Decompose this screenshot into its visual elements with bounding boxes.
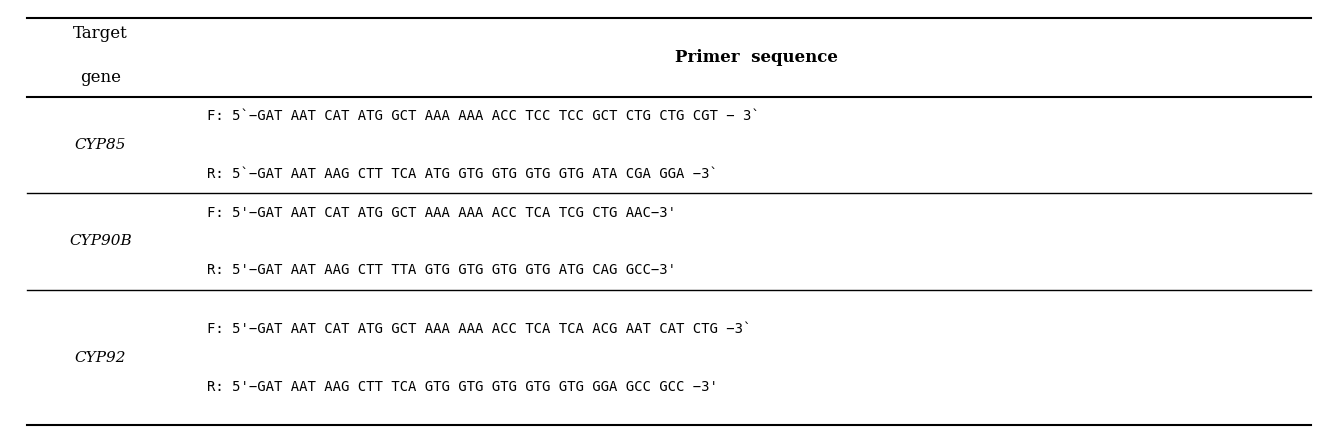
- Text: F: 5`−GAT AAT CAT ATG GCT AAA AAA ACC TCC TCC GCT CTG CTG CGT − 3`: F: 5`−GAT AAT CAT ATG GCT AAA AAA ACC TC…: [207, 109, 760, 123]
- Text: R: 5'−GAT AAT AAG CTT TTA GTG GTG GTG GTG ATG CAG GCC−3': R: 5'−GAT AAT AAG CTT TTA GTG GTG GTG GT…: [207, 263, 677, 277]
- Text: Primer  sequence: Primer sequence: [674, 49, 838, 66]
- Text: CYP85: CYP85: [75, 138, 126, 152]
- Text: F: 5'−GAT AAT CAT ATG GCT AAA AAA ACC TCA TCA ACG AAT CAT CTG −3`: F: 5'−GAT AAT CAT ATG GCT AAA AAA ACC TC…: [207, 322, 752, 336]
- Text: F: 5'−GAT AAT CAT ATG GCT AAA AAA ACC TCA TCG CTG AAC−3': F: 5'−GAT AAT CAT ATG GCT AAA AAA ACC TC…: [207, 206, 677, 220]
- Text: R: 5`−GAT AAT AAG CTT TCA ATG GTG GTG GTG GTG ATA CGA GGA −3`: R: 5`−GAT AAT AAG CTT TCA ATG GTG GTG GT…: [207, 167, 719, 181]
- Text: CYP90B: CYP90B: [70, 234, 131, 249]
- Text: R: 5'−GAT AAT AAG CTT TCA GTG GTG GTG GTG GTG GGA GCC GCC −3': R: 5'−GAT AAT AAG CTT TCA GTG GTG GTG GT…: [207, 380, 719, 393]
- Text: CYP92: CYP92: [75, 351, 126, 365]
- Text: gene: gene: [80, 69, 120, 86]
- Text: Target: Target: [74, 25, 127, 42]
